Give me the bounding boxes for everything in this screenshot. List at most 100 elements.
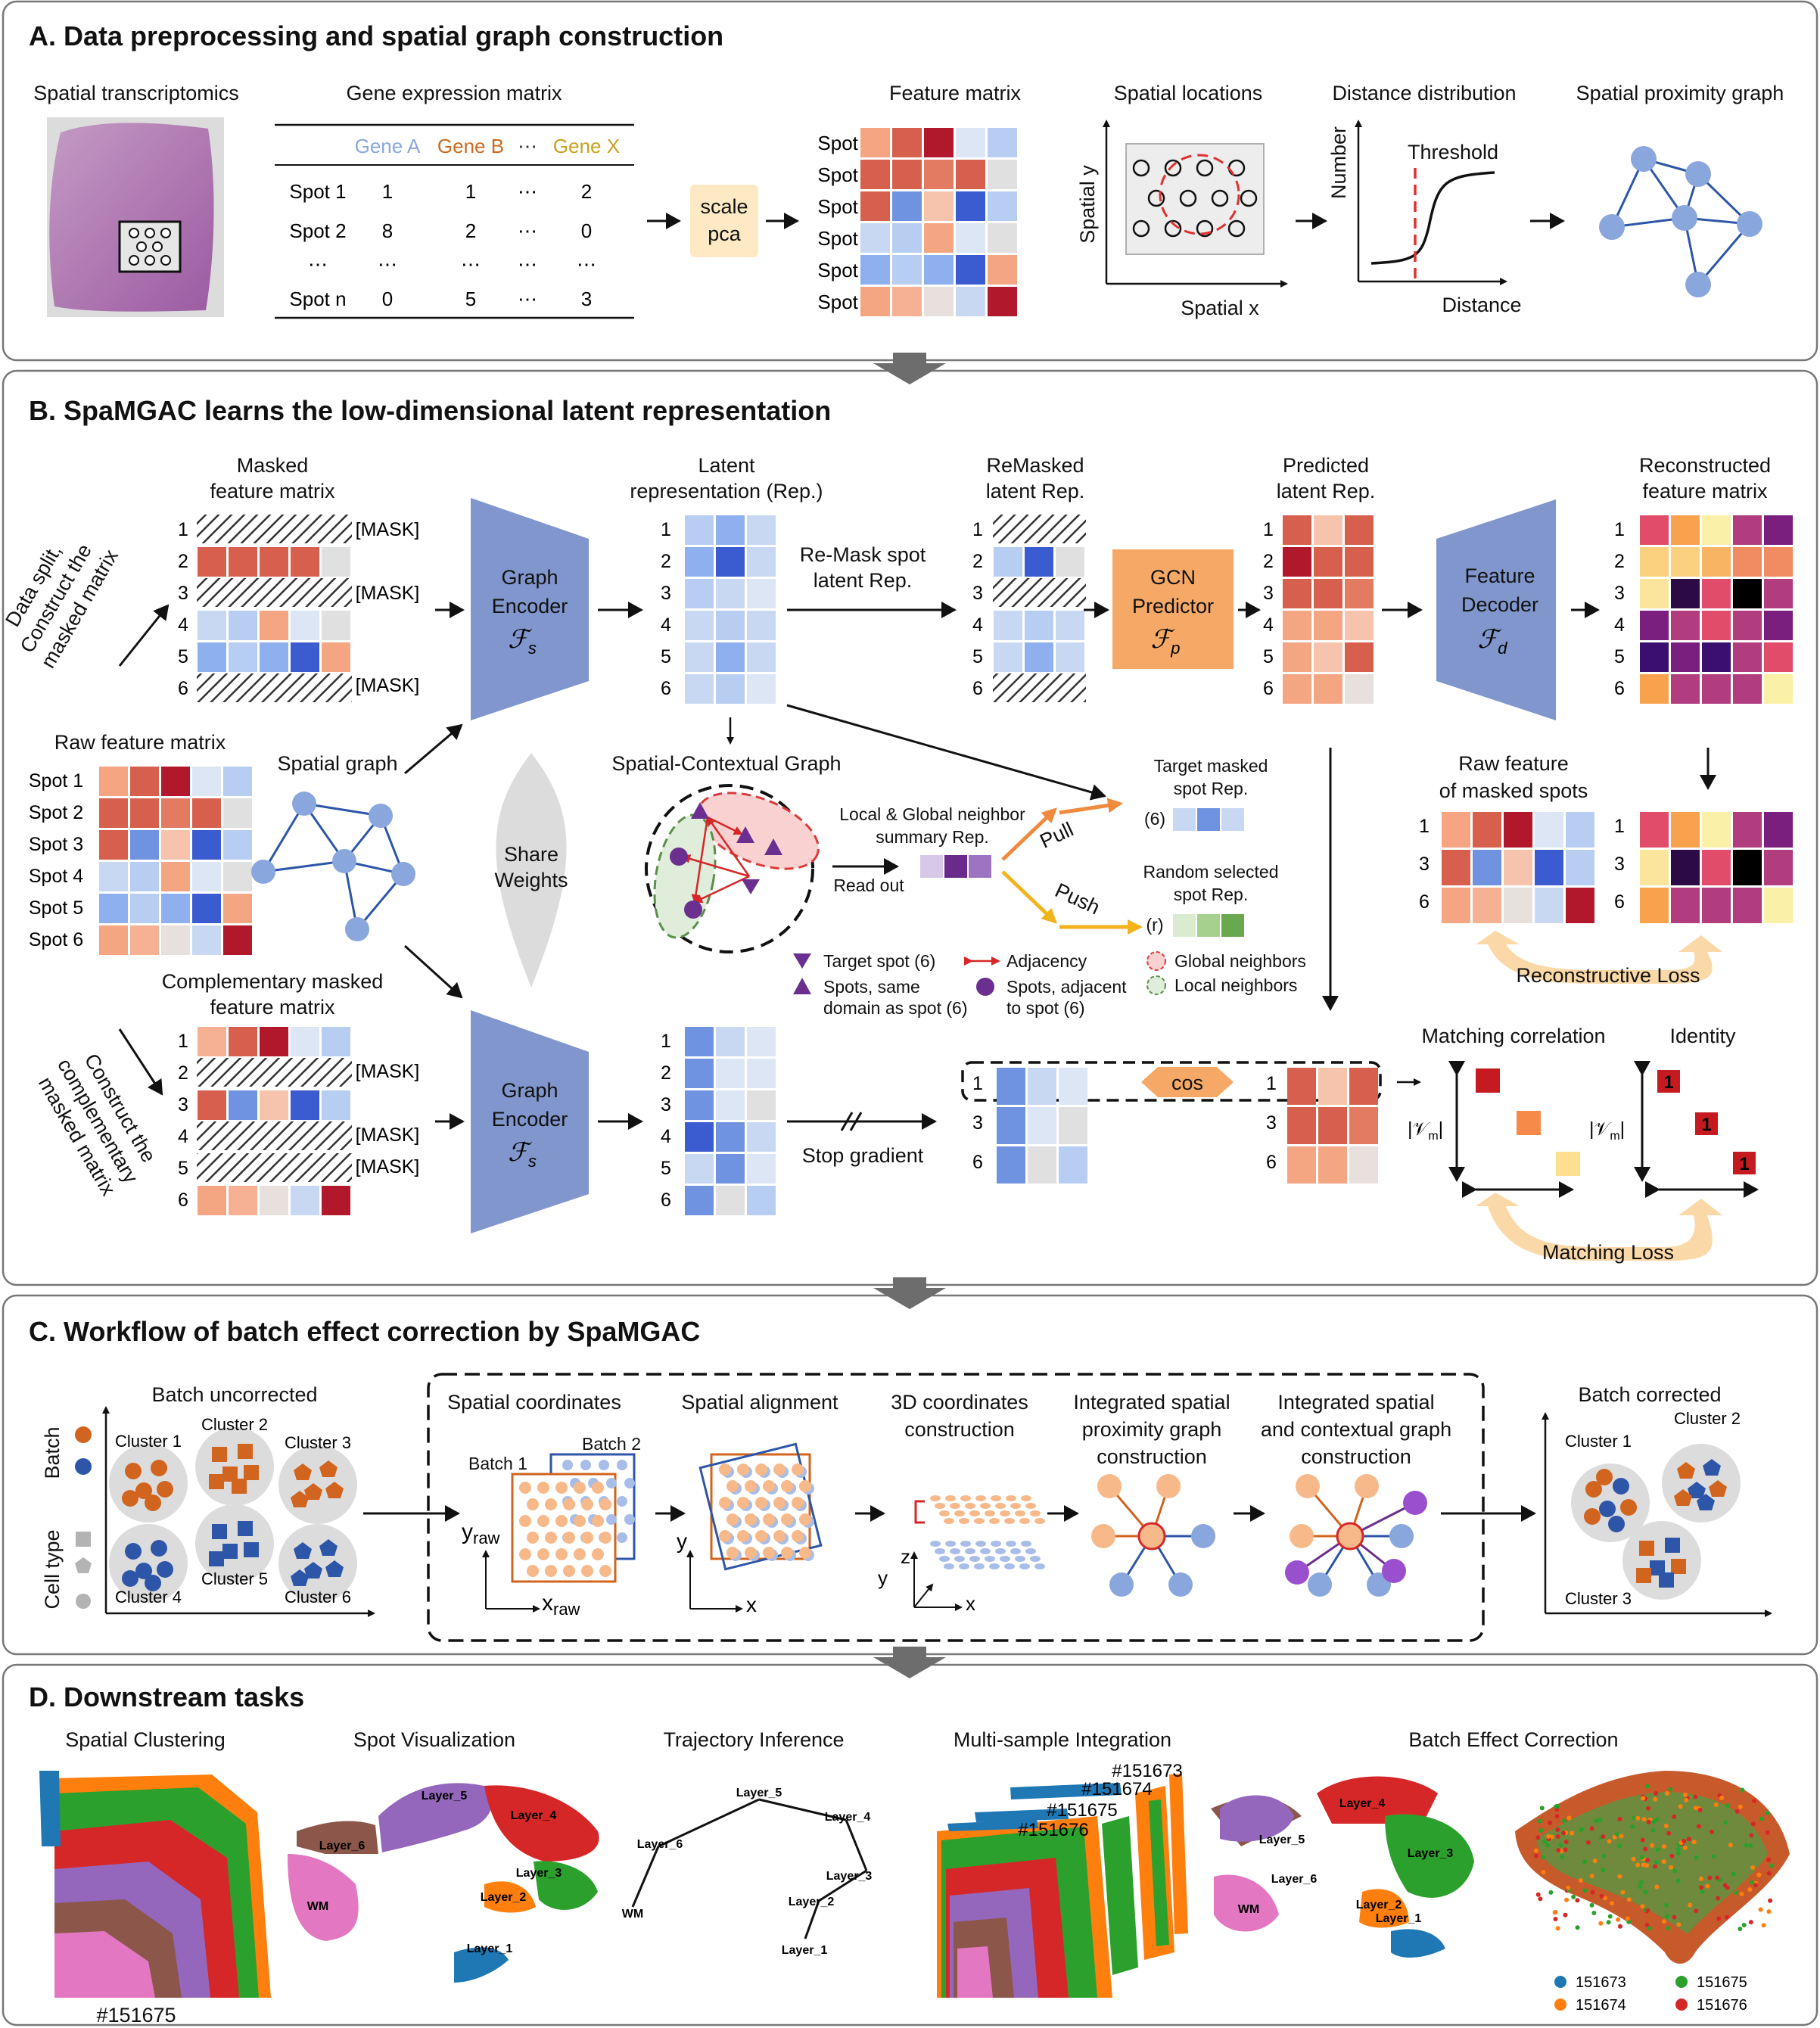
mixed-dot — [1734, 1890, 1739, 1896]
feature-matrix-cell — [860, 255, 890, 285]
recon-masked-cell — [1733, 888, 1762, 923]
trajectory-labels: Layer_1 Layer_2 Layer_3 Layer_4 Layer_5 Layer… — [622, 1787, 873, 1957]
3d-dot-a — [1015, 1510, 1025, 1516]
cluster-item — [304, 1483, 322, 1500]
cluster-item — [1665, 1538, 1680, 1553]
cluster-item — [1659, 1572, 1674, 1588]
feature-matrix-cell — [860, 191, 890, 221]
match-right-cell — [1349, 1146, 1378, 1184]
3d-y-label: y — [878, 1566, 888, 1589]
feature-decoder — [1436, 499, 1556, 720]
align-y-label: y — [677, 1529, 687, 1553]
mixed-dot — [1766, 1871, 1772, 1876]
mixed-dot — [1675, 1878, 1681, 1883]
match-right-cell — [1287, 1146, 1316, 1184]
raw-spot-label: Spot 5 — [29, 897, 83, 919]
mixed-dot — [1769, 1863, 1775, 1868]
mixed-dot — [1563, 1840, 1569, 1845]
recon-masked-cell — [1733, 850, 1762, 885]
feature-matrix-cell — [860, 128, 890, 157]
panel-a-title: A. Data preprocessing and spatial graph … — [29, 20, 723, 51]
masked-matrix-cell — [260, 642, 288, 672]
gene-cell: ⋯ — [461, 253, 481, 275]
mixed-dot — [1652, 1864, 1657, 1869]
3d-dot-a — [945, 1495, 956, 1501]
reconstructed-cell — [1671, 579, 1700, 608]
reconstructed-cell — [1702, 674, 1731, 704]
scg-legend: Target spot (6) Spots, same domain as sp… — [793, 951, 1306, 1018]
cluster-item — [304, 1562, 322, 1579]
match-left-cell — [1028, 1107, 1056, 1144]
mixed-dot — [1699, 1885, 1704, 1890]
feature-matrix-cell — [956, 128, 985, 157]
3d-dot-a — [969, 1510, 980, 1516]
reconstructed-cell — [1702, 515, 1731, 545]
matching-loss-label: Matching Loss — [1542, 1241, 1674, 1264]
panel-d: Spatial Clustering Spot Visualization Tr… — [39, 1728, 1790, 2026]
mixed-dot — [1631, 1856, 1636, 1862]
predicted-title-1: Predicted — [1283, 454, 1369, 477]
gene-header: Gene A — [355, 135, 421, 157]
raw-matrix-cell — [223, 862, 252, 891]
trajectory-label: Layer_6 — [637, 1838, 683, 1851]
aligned-dot-a — [773, 1463, 786, 1476]
raw-matrix-cell — [192, 925, 221, 955]
mixed-dot — [1599, 1893, 1604, 1899]
remasked-cell — [1025, 547, 1053, 577]
row-number: 3 — [661, 1094, 671, 1115]
aligned-dot-a — [781, 1547, 793, 1559]
row-number: 6 — [1266, 1152, 1277, 1173]
global-neighbors-region — [697, 792, 820, 870]
integrated-contextual-graph — [1285, 1474, 1427, 1597]
mixed-dot — [1558, 1843, 1563, 1848]
gene-row-label: ⋯ — [308, 253, 328, 275]
row-number: 6 — [661, 1190, 671, 1211]
mixed-dot — [1768, 1898, 1773, 1903]
feature-matrix-cell — [924, 287, 954, 316]
raw-masked-cell — [1504, 850, 1532, 885]
reconstructed-cell — [1733, 642, 1762, 672]
stop-gradient-label: Stop gradient — [802, 1144, 924, 1167]
mixed-dot — [1563, 1912, 1568, 1918]
predicted-cell — [1314, 674, 1342, 704]
cluster-item — [1709, 1480, 1727, 1497]
aligned-dot-a — [755, 1530, 767, 1542]
mixed-dot — [1741, 1922, 1747, 1927]
cluster-item — [1596, 1469, 1613, 1485]
raw-matrix-cell — [161, 798, 190, 828]
comp-matrix-cell — [229, 1186, 257, 1215]
batch-effect-cluster-plot — [1211, 1776, 1474, 1958]
graph-node — [1097, 1474, 1122, 1498]
cluster-item — [291, 1569, 309, 1586]
cluster-background — [278, 1445, 357, 1524]
aligned-dot-a — [745, 1480, 757, 1492]
mixed-dot — [1640, 1855, 1645, 1860]
mixed-dot — [1663, 1902, 1669, 1908]
mixed-dot — [1571, 1894, 1576, 1899]
spot-layer-label: Layer_2 — [481, 1891, 527, 1904]
mixed-dot — [1592, 1858, 1598, 1864]
3d-dot-b — [991, 1541, 1001, 1547]
batch2-label: Batch 2 — [582, 1434, 641, 1454]
random-rep-tag: (r) — [1146, 915, 1164, 935]
latent-cell — [747, 642, 776, 672]
batch1-dot — [581, 1532, 593, 1544]
mixed-dot — [1739, 1891, 1744, 1896]
row-number: 3 — [178, 1094, 188, 1115]
row-number: 4 — [661, 614, 671, 636]
feature-matrix-cell — [988, 160, 1017, 189]
masked-matrix-cell — [322, 642, 350, 672]
latent-cell — [685, 547, 714, 577]
row-number: 6 — [1614, 891, 1625, 913]
mixed-dot — [1582, 1888, 1588, 1893]
reconstructed-cell — [1640, 611, 1669, 640]
mixed-dot — [1601, 1868, 1606, 1873]
proximity-graph-title: Spatial proximity graph — [1576, 82, 1784, 104]
row-number: 1 — [661, 519, 671, 540]
spatial-transcriptomics-label: Spatial transcriptomics — [33, 82, 239, 104]
mixed-dot — [1691, 1840, 1697, 1845]
comp-mask-token: [MASK] — [356, 1124, 420, 1146]
raw-masked-cell — [1473, 812, 1501, 848]
connector-arrow-ab — [873, 353, 946, 384]
row-number: 3 — [1419, 854, 1430, 875]
